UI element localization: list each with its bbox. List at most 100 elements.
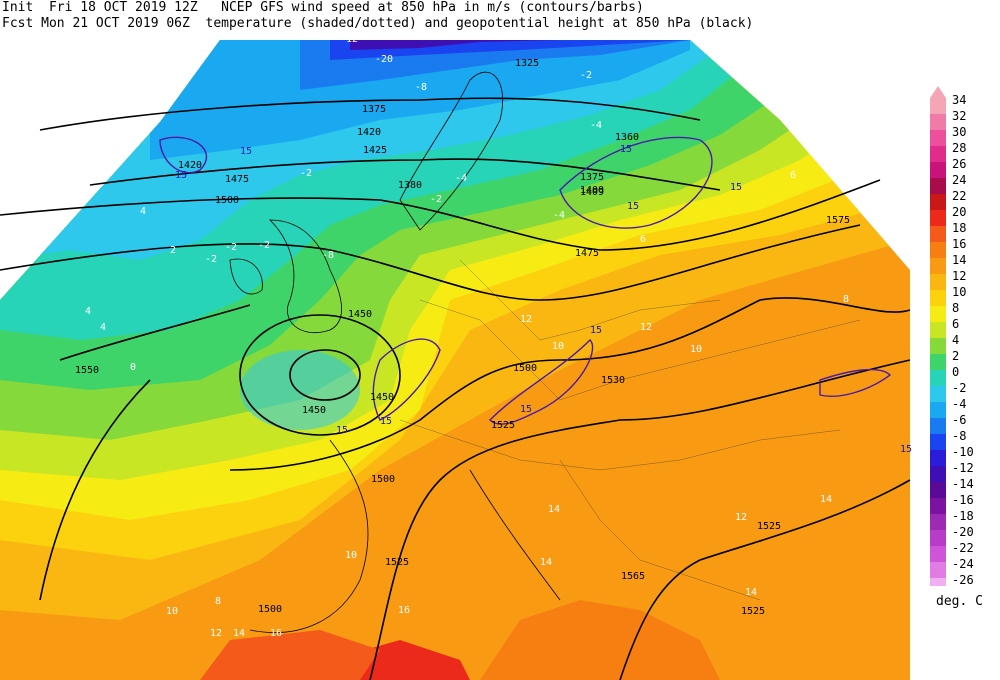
temp-band-18-south — [200, 630, 380, 680]
temp-label: -2 — [430, 194, 442, 205]
height-label: 1525 — [491, 420, 515, 431]
legend-label: 22 — [952, 189, 967, 203]
legend-swatch — [930, 498, 946, 514]
legend-swatch — [930, 354, 946, 370]
height-contour-1525 — [59, 297, 911, 471]
coastlines — [229, 71, 561, 633]
legend-label: -26 — [952, 573, 974, 587]
temp-label: 4 — [140, 206, 146, 217]
temp-label: -2 — [225, 242, 237, 253]
legend-label: 10 — [952, 285, 967, 299]
legend-label: -10 — [952, 445, 974, 459]
temp-label: 12 — [210, 628, 222, 639]
legend-label: -20 — [952, 525, 974, 539]
legend-label: 32 — [952, 109, 967, 123]
temp-label: -4 — [590, 120, 602, 131]
legend-label: 24 — [952, 173, 967, 187]
height-label: 1380 — [398, 180, 422, 191]
temp-label: 10 — [345, 550, 357, 561]
legend-swatch — [930, 194, 946, 210]
legend-swatch — [930, 450, 946, 466]
height-label: 1525 — [757, 521, 781, 532]
legend-label: 34 — [952, 93, 967, 107]
legend-swatch — [930, 386, 946, 402]
height-label: 1450 — [302, 405, 326, 416]
legend-swatch — [930, 258, 946, 274]
legend-label: 6 — [952, 317, 960, 331]
legend-swatch — [930, 306, 946, 322]
height-label: 1525 — [385, 557, 409, 568]
legend-label: 20 — [952, 205, 967, 219]
temp-label: 14 — [548, 504, 560, 515]
height-label: 1500 — [258, 604, 282, 615]
temperature-legend — [930, 86, 946, 586]
legend-swatch — [930, 274, 946, 290]
height-label: 1425 — [363, 145, 387, 156]
coastline-italy — [469, 469, 561, 601]
height-label: 1420 — [178, 160, 202, 171]
height-label: 1400 — [580, 185, 604, 196]
legend-label: -4 — [952, 397, 967, 411]
legend-swatch — [930, 162, 946, 178]
temp-label: -4 — [455, 173, 467, 184]
wind-label: 15 — [520, 404, 532, 415]
height-label: 1500 — [215, 195, 239, 206]
legend-swatch — [930, 210, 946, 226]
legend-label: 4 — [952, 333, 960, 347]
legend-label: 14 — [952, 253, 967, 267]
height-label: 1500 — [513, 363, 537, 374]
temp-band-m4 — [150, 40, 690, 160]
wind-label: 15 — [730, 182, 742, 193]
legend-units: deg. C — [936, 594, 983, 609]
temp-label: 14 — [820, 494, 832, 505]
wind-label: 15 — [590, 325, 602, 336]
legend-swatch — [930, 146, 946, 162]
wind-contour-15-west — [159, 136, 208, 174]
height-label: 1360 — [615, 132, 639, 143]
wind-contour-15-east — [819, 368, 892, 397]
temp-label: -8 — [322, 250, 334, 261]
temp-label: 4 — [100, 322, 106, 333]
temp-label: 8 — [843, 294, 849, 305]
legend-label: 26 — [952, 157, 967, 171]
legend-swatch — [930, 562, 946, 578]
map-annotations: 1325 1375 1420 1425 1475 1500 1400 1380 … — [75, 34, 912, 639]
legend-swatch — [930, 530, 946, 546]
temp-label: 16 — [270, 628, 282, 639]
cold-pool-low — [240, 350, 360, 430]
coastline-scandinavia — [399, 71, 504, 231]
legend-label: -8 — [952, 429, 967, 443]
legend-swatches — [930, 86, 946, 586]
height-contour-1500 — [0, 224, 861, 301]
height-contour-1565 — [619, 479, 911, 680]
temp-label: -12 — [340, 34, 358, 45]
wind-label: 15 — [900, 444, 912, 455]
temp-label: 2 — [170, 245, 176, 256]
legend-swatch — [930, 418, 946, 434]
temp-label: 14 — [540, 557, 552, 568]
legend-swatch — [930, 178, 946, 194]
temp-label: 6 — [790, 170, 796, 181]
legend-label: -18 — [952, 509, 974, 523]
header-forecast-line: Fcst Mon 21 OCT 2019 06Z temperature (sh… — [2, 16, 754, 31]
legend-label: 0 — [952, 365, 960, 379]
legend-swatch — [930, 114, 946, 130]
legend-label: -12 — [952, 461, 974, 475]
height-label: 1525 — [741, 606, 765, 617]
legend-label: -24 — [952, 557, 974, 571]
legend-swatch — [930, 130, 946, 146]
coastline-ireland — [229, 258, 263, 295]
temp-label: 4 — [85, 306, 91, 317]
temp-label: 16 — [398, 605, 410, 616]
wind-contour-15-alps — [489, 339, 594, 425]
legend-swatch — [930, 98, 946, 114]
wind-label: 15 — [627, 201, 639, 212]
temp-label: -8 — [415, 82, 427, 93]
height-label: 1325 — [515, 58, 539, 69]
legend-label: -2 — [952, 381, 967, 395]
legend-swatch — [930, 434, 946, 450]
wind-label: 15 — [620, 144, 632, 155]
height-label: 1375 — [362, 104, 386, 115]
legend-label: 12 — [952, 269, 967, 283]
